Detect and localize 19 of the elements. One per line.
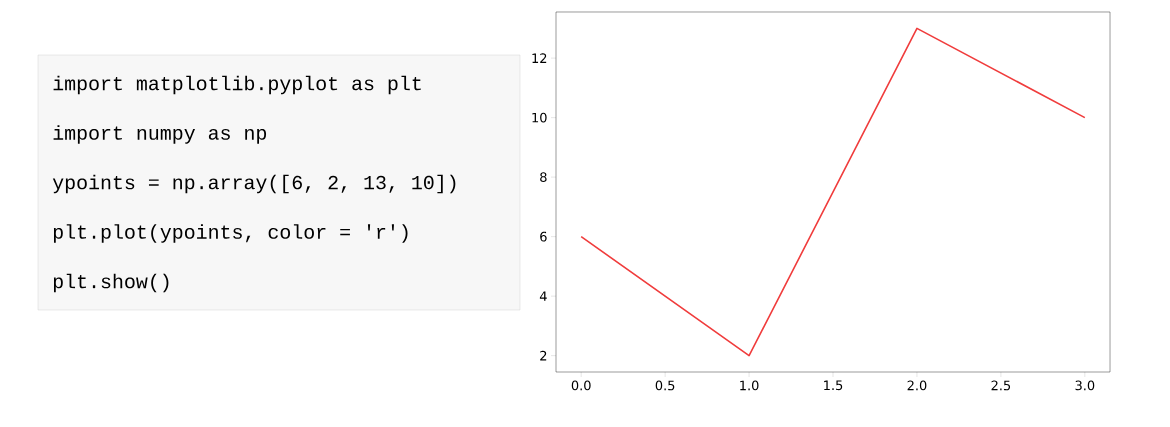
text: plt.plot(ypoints, color = 'r') [53,224,408,243]
y-tick-label: 12 [532,53,547,63]
x-tick-label: 2.0 [907,380,927,391]
x-tick-label: 0.0 [571,380,591,391]
y-tick-label: 10 [532,112,547,123]
y-tick-label: 4 [539,291,547,301]
x-tick-label: 2.5 [991,380,1011,391]
y-tick-label: 6 [540,231,547,242]
y-tick-label: 8 [540,172,547,183]
text: plt.show() [53,273,169,293]
text: import matplotlib.pyplot as plt [53,75,421,95]
line-series [580,27,1086,357]
x-tick-label: 3.0 [1075,380,1095,391]
x-tick-label: 0.5 [655,380,675,391]
x-tick-label: 1.0 [740,380,759,391]
text: import numpy as np [53,125,267,144]
y-tick-label: 2 [540,350,547,361]
x-tick-label: 1.5 [824,380,843,391]
text: ypoints = np.array([6, 2, 13, 10]) [52,174,456,194]
